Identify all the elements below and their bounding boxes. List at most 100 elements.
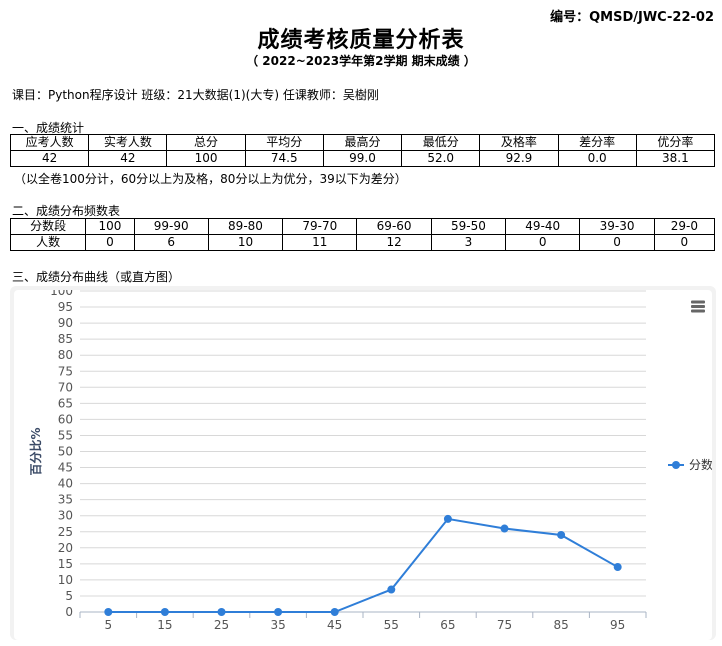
y-tick-label: 65 — [58, 396, 73, 410]
stats-header-cell: 差分率 — [557, 134, 637, 151]
chart-area: 0 5 10 15 20 25 30 35 40 45 50 55 60 65 70 75 80 85 90 95 10… — [14, 284, 713, 640]
chart-container: 0 5 10 15 20 25 30 35 40 45 50 55 60 65 70 75 80 85 90 95 10… — [10, 284, 716, 640]
x-tick-label: 5 — [104, 618, 112, 632]
distribution-count-cell: 11 — [282, 234, 358, 251]
series-line — [108, 517, 619, 613]
data-point — [274, 608, 283, 616]
stats-header-cell: 最高分 — [322, 134, 403, 151]
data-point — [500, 524, 509, 533]
distribution-range-cell: 49-40 — [505, 218, 581, 235]
page-subtitle: （ 2022~2023学年第2学期 期末成绩 ） — [246, 54, 476, 68]
data-point — [443, 514, 452, 523]
legend-label: 分数 — [689, 457, 712, 472]
data-point — [217, 608, 226, 616]
data-point — [104, 608, 113, 616]
stats-value-cell: 0.0 — [557, 150, 637, 167]
distribution-range-cell: 69-60 — [356, 218, 432, 235]
y-tick-label: 15 — [58, 557, 73, 571]
y-tick-label: 35 — [58, 493, 73, 507]
x-tick-label: 45 — [327, 618, 342, 632]
stats-value-cell: 42 — [9, 150, 90, 167]
distribution-count-cell: 0 — [653, 234, 716, 251]
y-tick-label: 55 — [58, 428, 73, 442]
x-tick-label: 55 — [384, 618, 399, 632]
distribution-count-cell: 12 — [356, 234, 432, 251]
y-tick-label: 0 — [65, 605, 73, 619]
distribution-range-cell: 100 — [85, 218, 135, 235]
stats-value-row: 42 42 100 74.5 99.0 52.0 92.9 0.0 38.1 — [9, 150, 716, 167]
section-curve-heading: 三、成绩分布曲线（或直方图） — [12, 270, 181, 284]
y-tick-label: 40 — [58, 477, 73, 491]
y-tick-label: 90 — [58, 316, 73, 330]
distribution-count-cell: 0 — [505, 234, 581, 251]
distribution-range-cell: 59-50 — [430, 218, 507, 235]
y-tick-label: 70 — [58, 380, 73, 394]
y-tick-label: 20 — [58, 541, 73, 555]
y-tick-label: 85 — [58, 332, 73, 346]
stats-value-cell: 52.0 — [401, 150, 481, 167]
data-point — [387, 585, 396, 594]
distribution-count-row: 人数 0 6 10 11 12 3 0 0 0 — [9, 234, 716, 251]
line-chart: 0 5 10 15 20 25 30 35 40 45 50 55 60 65 70 75 80 85 90 95 10… — [28, 284, 713, 632]
page-title: 成绩考核质量分析表 — [257, 28, 465, 53]
x-tick-label: 15 — [157, 618, 172, 632]
stats-header-cell: 应考人数 — [9, 134, 90, 151]
y-tick-label: 60 — [58, 412, 73, 426]
distribution-count-cell: 10 — [207, 234, 284, 251]
distribution-count-cell: 0 — [579, 234, 655, 251]
y-tick-label: 95 — [58, 300, 73, 314]
course-info: 课目：Python程序设计 班级：21大数据(1)(大专) 任课教师：吴樹刚 — [12, 88, 379, 102]
y-tick-label: 50 — [58, 445, 73, 459]
stats-header-cell: 实考人数 — [88, 134, 168, 151]
y-tick-label: 45 — [58, 461, 73, 475]
stats-value-cell: 99.0 — [322, 150, 403, 167]
distribution-range-cell: 89-80 — [207, 218, 284, 235]
data-point — [557, 530, 566, 539]
distribution-count-cell: 0 — [85, 234, 135, 251]
distribution-count-cell: 3 — [430, 234, 507, 251]
data-point — [613, 563, 622, 572]
distribution-label-cell: 人数 — [9, 234, 87, 251]
y-tick-label: 30 — [58, 509, 73, 523]
distribution-count-cell: 6 — [133, 234, 209, 251]
stats-header-cell: 优分率 — [635, 134, 716, 151]
y-tick-label: 10 — [58, 573, 73, 587]
hamburger-menu-icon[interactable] — [691, 300, 705, 313]
x-tick-label: 75 — [497, 618, 512, 632]
distribution-range-cell: 99-90 — [133, 218, 209, 235]
y-tick-label: 5 — [65, 589, 73, 603]
stats-header-cell: 最低分 — [401, 134, 481, 151]
distribution-range-cell: 39-30 — [579, 218, 655, 235]
stats-value-cell: 100 — [166, 150, 246, 167]
section-stats-heading: 一、成绩统计 — [12, 121, 85, 135]
distribution-range-cell: 79-70 — [282, 218, 358, 235]
stats-value-cell: 42 — [88, 150, 168, 167]
distribution-label-cell: 分数段 — [9, 218, 87, 235]
stats-value-cell: 38.1 — [635, 150, 716, 167]
section-distribution-heading: 二、成绩分布频数表 — [12, 204, 121, 218]
data-point — [330, 608, 339, 616]
stats-header-cell: 总分 — [166, 134, 246, 151]
x-tick-label: 35 — [270, 618, 285, 632]
distribution-header-row: 分数段 100 99-90 89-80 79-70 69-60 59-50 49… — [9, 218, 716, 235]
x-tick-label: 85 — [553, 618, 568, 632]
distribution-range-cell: 29-0 — [653, 218, 716, 235]
stats-value-cell: 92.9 — [479, 150, 559, 167]
y-tick-label: 25 — [58, 525, 73, 539]
y-axis-label: 百分比% — [28, 427, 43, 475]
distribution-table: 分数段 100 99-90 89-80 79-70 69-60 59-50 49… — [9, 218, 716, 251]
x-tick-label: 95 — [610, 618, 625, 632]
x-tick-label: 25 — [214, 618, 229, 632]
stats-header-cell: 平均分 — [244, 134, 324, 151]
document-code: 编号：QMSD/JWC-22-02 — [550, 10, 714, 25]
y-tick-label: 75 — [58, 364, 73, 378]
stats-header-row: 应考人数 实考人数 总分 平均分 最高分 最低分 及格率 差分率 优分率 — [9, 134, 716, 151]
legend-marker — [672, 461, 680, 469]
grading-note: （以全卷100分计，60分以上为及格，80分以上为优分，39以下为差分） — [14, 172, 407, 186]
stats-header-cell: 及格率 — [479, 134, 559, 151]
stats-table: 应考人数 实考人数 总分 平均分 最高分 最低分 及格率 差分率 优分率 42 … — [9, 134, 716, 167]
data-point — [160, 608, 169, 616]
stats-value-cell: 74.5 — [244, 150, 324, 167]
y-tick-label: 80 — [58, 348, 73, 362]
x-tick-label: 65 — [440, 618, 455, 632]
